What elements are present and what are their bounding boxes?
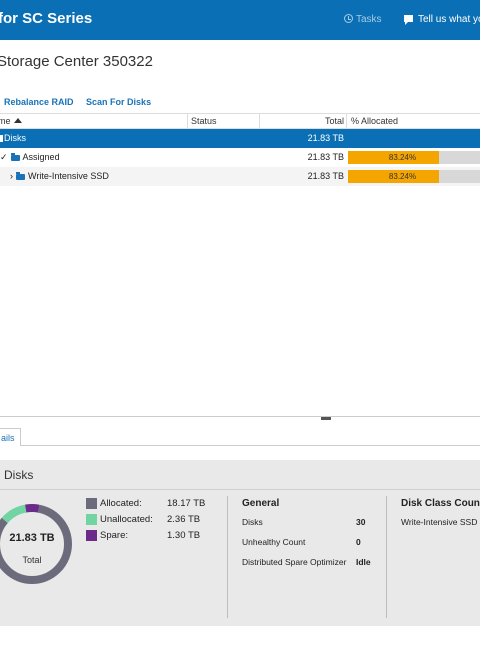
allocated-bar: 83.24% — [348, 151, 480, 164]
row-total: 21.83 TB — [307, 133, 344, 143]
table-row-assigned[interactable]: ✓ Assigned 21.83 TB 83.24% — [0, 148, 480, 167]
table-row-disks[interactable]: Disks 21.83 TB — [0, 129, 480, 148]
disks-summary-panel: Disks 21.83 TB Total Allocated: 18.17 TB… — [0, 460, 480, 626]
disk-icon — [0, 135, 3, 142]
allocated-bar-fill — [348, 170, 439, 183]
column-header-status[interactable]: Status — [191, 116, 217, 126]
page-title: Storage Center 350322 — [0, 53, 153, 70]
row-total: 21.83 TB — [307, 152, 344, 162]
summary-title: Disks — [4, 468, 34, 482]
general-item-unhealthy-count: Unhealthy Count 0 — [242, 537, 361, 547]
feedback-button[interactable]: Tell us what yo — [404, 14, 480, 25]
grid-header: me Status Total % Allocated — [0, 113, 480, 129]
chevron-right-icon[interactable]: › — [10, 171, 13, 181]
tab-details[interactable]: ails — [0, 428, 21, 446]
row-total: 21.83 TB — [307, 171, 344, 181]
row-name: Assigned — [22, 152, 60, 162]
column-header-name[interactable]: me — [0, 116, 22, 126]
disk-class-counts-section: Disk Class Counts Write-Intensive SSD — [401, 498, 480, 527]
column-header-total[interactable]: Total — [324, 116, 344, 126]
chevron-down-icon[interactable]: ✓ — [0, 152, 8, 162]
allocated-bar-fill — [348, 151, 439, 164]
general-section: General Disks 30 Unhealthy Count 0 Distr… — [242, 498, 372, 577]
donut-segment-spare — [0, 504, 72, 584]
legend-swatch — [86, 498, 97, 509]
folder-icon — [16, 172, 25, 180]
top-bar: for SC Series Tasks Tell us what yo — [0, 0, 480, 40]
column-header-allocated[interactable]: % Allocated — [351, 116, 399, 126]
sort-ascending-icon — [13, 118, 22, 123]
legend-swatch — [86, 530, 97, 541]
disks-grid: me Status Total % Allocated Disks 21.83 … — [0, 113, 480, 186]
disk-class-counts-title: Disk Class Counts — [401, 498, 480, 509]
donut-total-value: 21.83 TB — [9, 532, 55, 544]
speech-bubble-icon — [404, 15, 413, 25]
rebalance-raid-button[interactable]: Rebalance RAID — [4, 97, 74, 107]
folder-icon — [10, 153, 20, 161]
splitter-grip-icon[interactable] — [321, 417, 331, 420]
allocated-percent: 83.24% — [388, 172, 417, 181]
row-name: Write-Intensive SSD — [28, 171, 109, 181]
app-title: for SC Series — [0, 10, 93, 27]
disk-class-item: Write-Intensive SSD — [401, 517, 478, 527]
feedback-label: Tell us what yo — [418, 14, 480, 25]
action-toolbar: Rebalance RAID Scan For Disks — [4, 97, 161, 107]
general-item-disks: Disks 30 — [242, 517, 366, 527]
scan-for-disks-button[interactable]: Scan For Disks — [86, 97, 152, 107]
row-name: Disks — [4, 133, 26, 143]
general-item-spare-optimizer: Distributed Spare Optimizer Idle — [242, 557, 371, 567]
allocated-percent: 83.24% — [388, 153, 417, 162]
tasks-button[interactable]: Tasks — [344, 14, 382, 25]
table-row-write-intensive-ssd[interactable]: › Write-Intensive SSD 21.83 TB 83.24% — [0, 167, 480, 186]
allocated-bar: 83.24% — [348, 170, 480, 183]
donut-total-label: Total — [22, 555, 42, 565]
clock-icon — [344, 14, 353, 23]
donut-segment-allocated — [0, 504, 72, 584]
legend-swatch — [86, 514, 97, 525]
tasks-label: Tasks — [356, 14, 382, 25]
general-title: General — [242, 498, 280, 509]
capacity-donut-chart: 21.83 TB Total — [0, 500, 76, 588]
pane-splitter[interactable] — [0, 416, 480, 417]
